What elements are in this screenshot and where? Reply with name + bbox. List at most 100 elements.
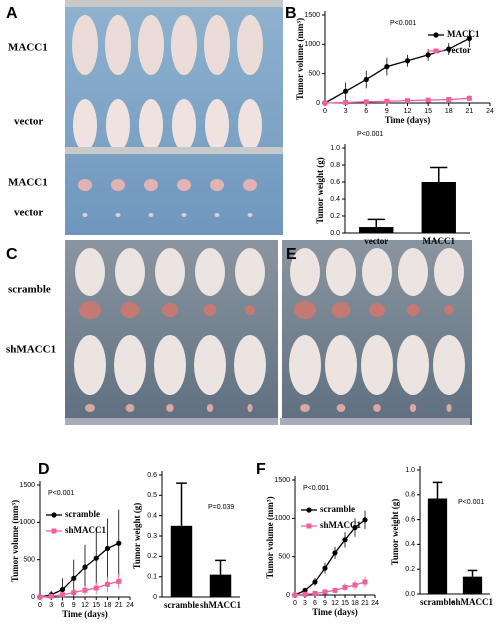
tumor — [203, 304, 217, 316]
x-tick-label: 15 — [424, 108, 432, 115]
marker — [71, 575, 77, 581]
panel-letter: E — [286, 246, 297, 263]
marker — [116, 578, 122, 584]
y-tick-label: 0.8 — [330, 162, 340, 169]
legend-marker — [306, 507, 312, 513]
mouse — [397, 335, 429, 395]
tumor — [148, 213, 154, 217]
mouse — [73, 99, 97, 151]
bar — [462, 576, 483, 594]
x-tick-label: 3 — [49, 602, 53, 609]
y-tick-label: 0.6 — [147, 472, 157, 479]
x-tick-label: 6 — [364, 108, 368, 115]
mouse — [290, 248, 320, 296]
marker — [104, 545, 111, 552]
panel-letter: F — [256, 461, 266, 478]
mouse — [398, 248, 428, 296]
legend-label: shMACC1 — [65, 525, 107, 535]
tumor — [247, 213, 253, 217]
marker — [466, 35, 472, 42]
tumor — [214, 213, 220, 217]
marker — [466, 95, 472, 101]
y-axis-label: Tumor weight (g) — [390, 499, 400, 566]
x-tick-label: 12 — [81, 602, 89, 609]
y-tick-label: 0.2 — [330, 213, 340, 220]
ruler — [65, 0, 283, 7]
bar — [427, 498, 448, 594]
y-tick-label: 0.2 — [147, 553, 157, 560]
tumor — [120, 302, 140, 318]
annotation: P<0.001 — [303, 485, 329, 492]
mouse — [114, 335, 146, 395]
legend-marker — [306, 523, 312, 529]
legend-label: scramble — [320, 504, 355, 514]
x-tick-label: 3 — [303, 600, 307, 607]
y-axis-label: Tumor volume (mm³) — [295, 18, 305, 100]
photo-label: scramble — [8, 284, 51, 296]
y-tick-label: 1.0 — [405, 467, 415, 474]
y-tick-label: 0 — [286, 592, 290, 599]
tumor — [206, 404, 214, 412]
x-tick-label: shMACC1 — [452, 597, 494, 607]
marker — [343, 88, 349, 94]
marker — [362, 579, 368, 585]
y-tick-label: 0.6 — [405, 516, 415, 523]
marker — [425, 97, 431, 103]
y-tick-label: 1500 — [274, 477, 290, 484]
panel-letter: B — [285, 5, 297, 22]
marker — [302, 587, 308, 594]
photo-content — [65, 0, 470, 425]
photo-label: vector — [14, 207, 43, 219]
mouse — [171, 15, 197, 75]
x-tick-label: 0 — [323, 108, 327, 115]
legend-label: MACC1 — [447, 29, 480, 39]
y-tick-label: 1500 — [19, 482, 35, 489]
ruler — [280, 418, 470, 425]
marker — [363, 99, 369, 105]
annotation: P=0.039 — [208, 504, 234, 511]
x-tick-label: 9 — [385, 108, 389, 115]
legend-label: shMACC1 — [320, 520, 362, 530]
x-tick-label: 9 — [72, 602, 76, 609]
tumor — [111, 179, 125, 191]
x-tick-label: 9 — [323, 600, 327, 607]
annotation: P<0.001 — [48, 490, 74, 497]
y-tick-label: 0 — [316, 100, 320, 107]
panel-letter: C — [6, 246, 18, 263]
panel-letter: A — [6, 5, 18, 22]
tumor — [78, 179, 92, 191]
x-tick-label: 18 — [104, 602, 112, 609]
x-tick-label: vector — [364, 236, 388, 246]
mouse — [205, 99, 229, 151]
legend-marker — [433, 48, 439, 54]
x-tick-label: 24 — [486, 108, 494, 115]
y-tick-label: 0.3 — [147, 533, 157, 540]
x-tick-label: 0 — [38, 602, 42, 609]
ruler — [65, 418, 278, 425]
mouse — [139, 99, 163, 151]
tumor — [166, 404, 174, 412]
annotation: P<0.001 — [458, 499, 484, 506]
mouse — [433, 335, 465, 395]
y-tick-label: 0.1 — [147, 574, 157, 581]
series-line — [39, 542, 120, 598]
tumor — [409, 404, 417, 412]
marker — [342, 537, 348, 543]
mouse — [75, 248, 105, 296]
x-axis-label: Time (days) — [62, 609, 108, 619]
tumor — [406, 304, 420, 316]
mouse — [105, 15, 131, 75]
marker — [332, 550, 338, 556]
mouse — [326, 248, 356, 296]
x-tick-label: 6 — [313, 600, 317, 607]
x-axis-label: Time (days) — [312, 607, 358, 617]
marker — [59, 586, 66, 593]
y-tick-label: 0.5 — [147, 492, 157, 499]
x-tick-label: 6 — [61, 602, 65, 609]
marker — [82, 587, 88, 593]
x-tick-label: 18 — [445, 108, 453, 115]
marker — [48, 593, 54, 599]
x-tick-label: 0 — [293, 600, 297, 607]
tumor — [181, 213, 187, 217]
tumor — [125, 404, 135, 412]
